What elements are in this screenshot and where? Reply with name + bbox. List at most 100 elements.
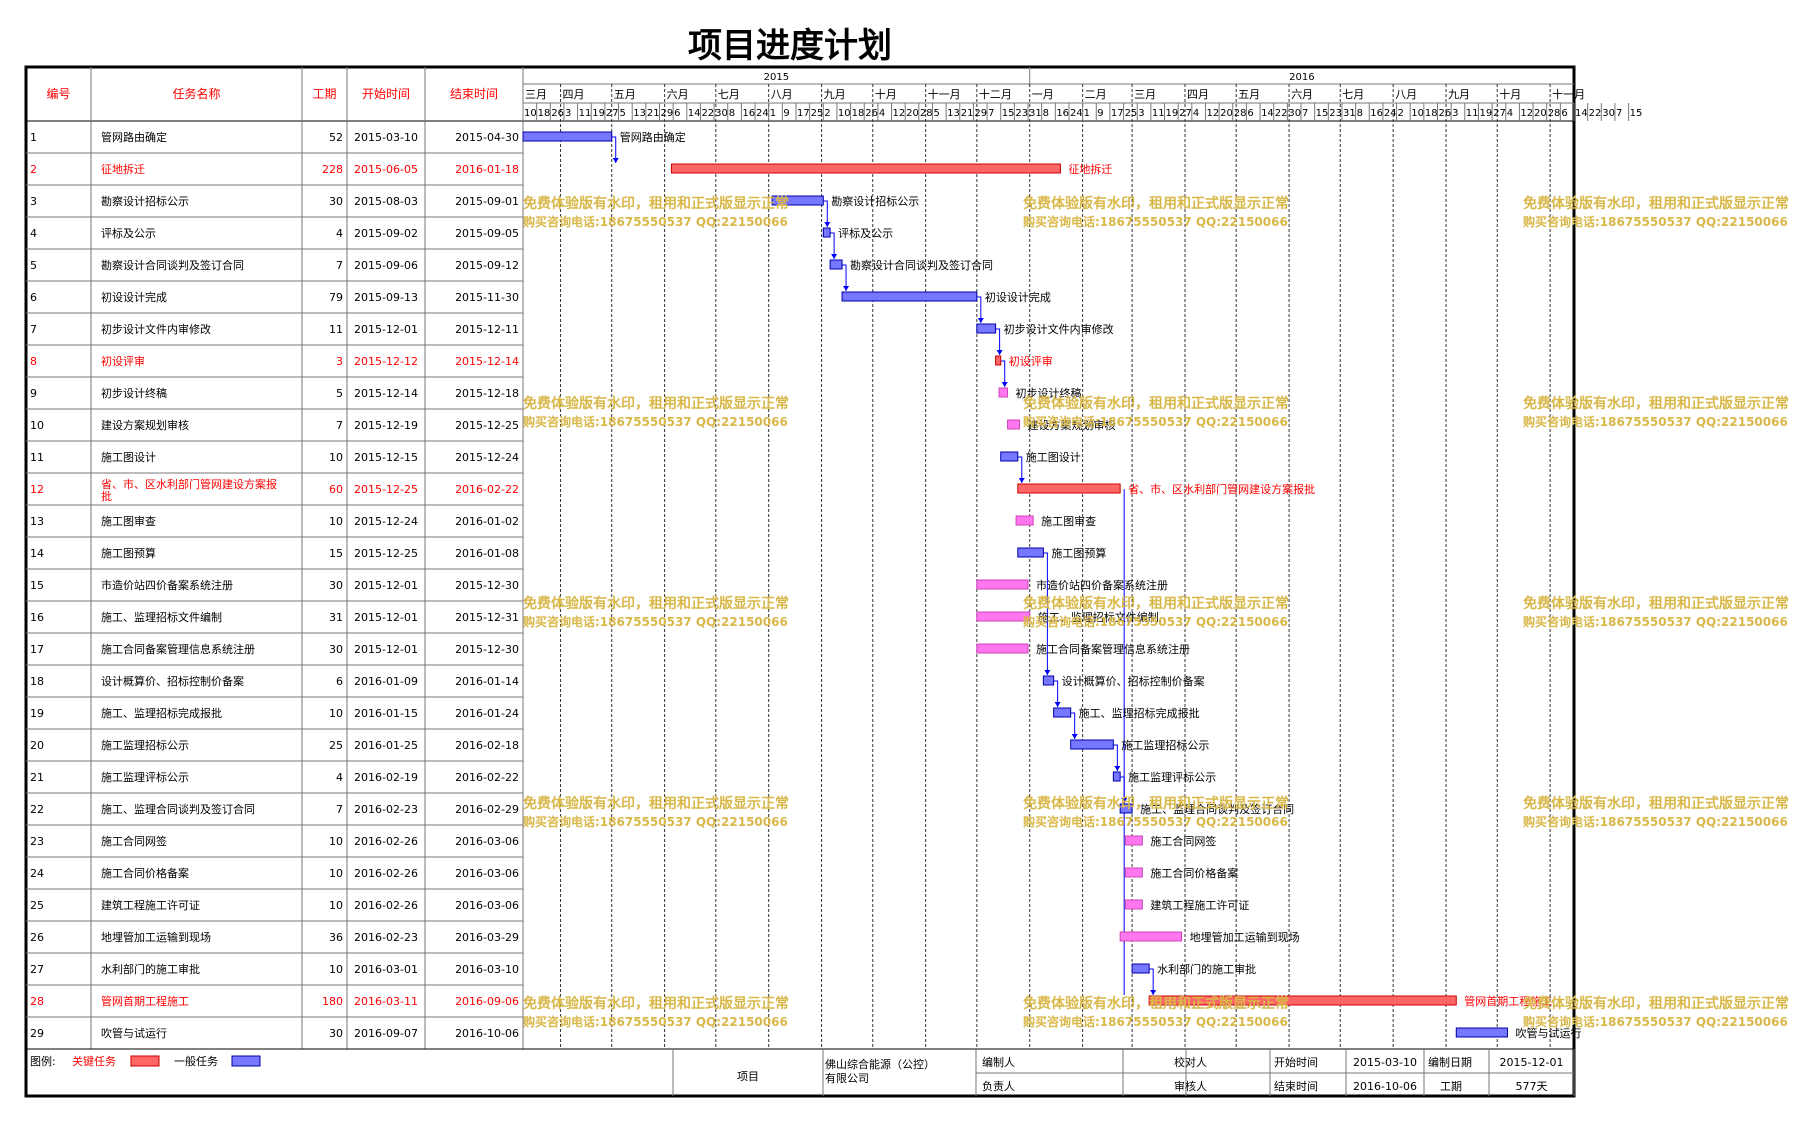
task-end: 2016-03-06	[455, 835, 519, 848]
task-bar-label: 地埋管加工运输到现场	[1190, 930, 1300, 944]
task-bar-26	[1119, 931, 1183, 942]
task-bar-label: 建筑工程施工许可证	[1150, 898, 1249, 912]
dependency-arrow	[1114, 766, 1121, 771]
task-duration: 4	[336, 227, 343, 240]
dependency-link	[1043, 552, 1048, 675]
day-label: 8	[729, 108, 735, 119]
dependency-link	[1113, 744, 1118, 771]
day-label: 19	[592, 108, 605, 119]
task-start: 2016-09-07	[354, 1027, 418, 1040]
day-label: 11	[1466, 108, 1479, 119]
task-end: 2015-09-05	[455, 227, 519, 240]
task-duration: 228	[322, 163, 343, 176]
task-name: 施工、监理招标完成报批	[101, 706, 222, 720]
task-bar-14	[1017, 547, 1044, 558]
task-duration: 7	[336, 803, 343, 816]
day-label: 4	[879, 108, 885, 119]
task-id: 10	[30, 419, 44, 432]
task-duration: 11	[329, 323, 343, 336]
day-label: 21	[647, 108, 660, 119]
footer-reviewer-label: 审核人	[1174, 1079, 1207, 1093]
day-label: 22	[1589, 108, 1602, 119]
task-start: 2016-02-26	[354, 899, 418, 912]
day-label: 3	[565, 108, 571, 119]
day-label: 11	[579, 108, 592, 119]
task-name: 勘察设计招标公示	[101, 194, 189, 208]
chart-frame	[24, 65, 1576, 1098]
dependency-link	[611, 136, 617, 163]
month-label: 八月	[771, 88, 793, 101]
dependency-arrow	[1044, 670, 1051, 675]
watermark-text: 购买咨询电话:18675550537 QQ:22150066	[1023, 814, 1288, 829]
footer-date-value: 2015-12-01	[1500, 1056, 1564, 1069]
task-name: 施工、监理合同谈判及签订合同	[101, 802, 255, 816]
task-name: 建设方案规划审核	[101, 418, 189, 432]
dependency-link	[976, 296, 982, 323]
day-label: 4	[1507, 108, 1513, 119]
task-end: 2016-01-24	[455, 707, 519, 720]
task-start: 2016-02-23	[354, 931, 418, 944]
task-duration: 10	[329, 707, 343, 720]
task-name: 施工图设计	[101, 451, 156, 464]
task-start: 2016-03-11	[354, 995, 418, 1008]
day-label: 12	[893, 108, 906, 119]
task-start: 2015-12-01	[354, 643, 418, 656]
task-duration: 10	[329, 515, 343, 528]
task-name: 施工合同备案管理信息系统注册	[101, 642, 255, 656]
task-id: 8	[30, 355, 37, 368]
task-duration: 3	[336, 355, 343, 368]
day-label: 11	[1152, 108, 1165, 119]
day-label: 26	[551, 108, 564, 119]
task-bar-9	[998, 387, 1009, 398]
task-id: 17	[30, 643, 44, 656]
task-id: 6	[30, 291, 37, 304]
task-bar-label: 施工监理评标公示	[1128, 770, 1216, 784]
day-label: 7	[1302, 108, 1308, 119]
day-label: 8	[1357, 108, 1363, 119]
day-label: 27	[1493, 108, 1506, 119]
legend-normal-swatch	[231, 1055, 261, 1067]
month-label: 九月	[1448, 88, 1470, 101]
task-end: 2015-12-18	[455, 387, 519, 400]
task-duration: 31	[329, 611, 343, 624]
day-label: 3	[1452, 108, 1458, 119]
task-bar-7	[976, 323, 997, 334]
day-label: 22	[701, 108, 714, 119]
year-label: 2016	[1289, 72, 1314, 83]
task-id: 28	[30, 995, 44, 1008]
task-end: 2015-12-24	[455, 451, 519, 464]
dependency-arrow	[612, 158, 619, 163]
task-bar-22	[1119, 803, 1133, 814]
task-end: 2016-03-29	[455, 931, 519, 944]
day-label: 15	[1002, 108, 1015, 119]
day-label: 14	[1261, 108, 1274, 119]
task-bar-label: 施工合同价格备案	[1150, 866, 1238, 880]
task-start: 2015-12-15	[354, 451, 418, 464]
watermark-text: 免费体验版有水印，租用和正式版显示正常	[523, 395, 789, 412]
task-start: 2015-12-24	[354, 515, 418, 528]
day-label: 18	[852, 108, 865, 119]
task-bar-label: 管网路由确定	[620, 130, 686, 144]
task-id: 20	[30, 739, 44, 752]
task-bar-label: 施工监理招标公示	[1121, 738, 1209, 752]
task-end: 2015-11-30	[455, 291, 519, 304]
footer-end-value: 2016-10-06	[1353, 1080, 1417, 1093]
day-label: 16	[742, 108, 755, 119]
day-label: 30	[1288, 108, 1301, 119]
day-label: 24	[756, 108, 769, 119]
month-label: 七月	[718, 88, 740, 101]
day-label: 14	[688, 108, 701, 119]
dependency-arrow	[996, 350, 1003, 355]
watermark-text: 购买咨询电话:18675550537 QQ:22150066	[1523, 414, 1788, 429]
task-name: 施工合同网签	[101, 834, 167, 848]
task-duration: 10	[329, 451, 343, 464]
watermark-text: 免费体验版有水印，租用和正式版显示正常	[523, 595, 789, 612]
task-bar-27	[1131, 963, 1150, 974]
day-label: 30	[1602, 108, 1615, 119]
task-duration: 6	[336, 675, 343, 688]
dependency-link	[1017, 456, 1023, 483]
day-label: 7	[988, 108, 994, 119]
task-bar-label: 省、市、区水利部门管网建设方案报批	[1128, 482, 1315, 496]
month-label: 五月	[1238, 88, 1260, 101]
